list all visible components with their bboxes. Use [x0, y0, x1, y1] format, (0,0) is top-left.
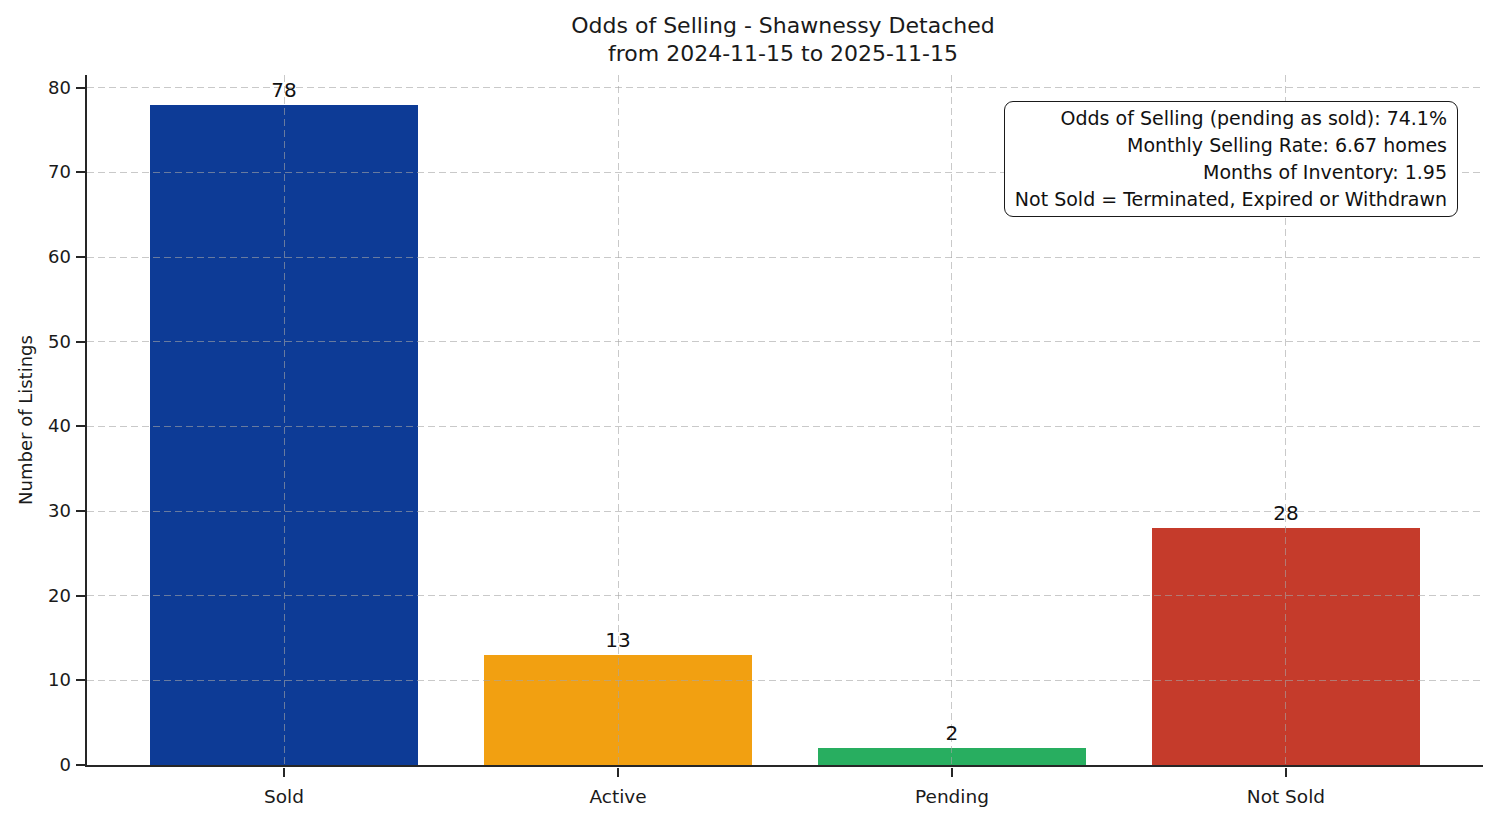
- y-tick-mark-20: [76, 595, 85, 597]
- x-tick-mark-active: [617, 768, 619, 777]
- y-tick-mark-70: [76, 171, 85, 173]
- bar-active: [484, 655, 751, 765]
- chart-title: Odds of Selling - Shawnessy Detached fro…: [85, 12, 1481, 68]
- y-tick-mark-0: [76, 764, 85, 766]
- chart-title-line2: from 2024-11-15 to 2025-11-15: [85, 40, 1481, 68]
- annotation-odds-of-selling: Odds of Selling (pending as sold): 74.1%: [1015, 105, 1447, 132]
- y-tick-label-80: 80: [25, 76, 71, 100]
- y-tick-label-10: 10: [25, 668, 71, 692]
- annotation-not-sold-definition: Not Sold = Terminated, Expired or Withdr…: [1015, 186, 1447, 213]
- x-tick-mark-pending: [951, 768, 953, 777]
- annotation-monthly-selling-rate: Monthly Selling Rate: 6.67 homes: [1015, 132, 1447, 159]
- y-tick-label-60: 60: [25, 245, 71, 269]
- x-tick-mark-sold: [283, 768, 285, 777]
- x-tick-label-pending: Pending: [842, 785, 1062, 809]
- x-tick-label-active: Active: [508, 785, 728, 809]
- y-tick-mark-30: [76, 510, 85, 512]
- y-tick-mark-40: [76, 425, 85, 427]
- annotation-box: Odds of Selling (pending as sold): 74.1%…: [1004, 101, 1458, 217]
- x-gridline-pending: [951, 75, 952, 765]
- y-tick-label-20: 20: [25, 584, 71, 608]
- bar-value-label-not-sold: 28: [1226, 502, 1346, 524]
- bar-pending: [818, 748, 1085, 765]
- x-tick-label-not-sold: Not Sold: [1176, 785, 1396, 809]
- y-tick-label-70: 70: [25, 160, 71, 184]
- y-tick-mark-10: [76, 679, 85, 681]
- y-tick-mark-50: [76, 341, 85, 343]
- bar-sold: [150, 105, 417, 765]
- x-tick-label-sold: Sold: [174, 785, 394, 809]
- bar-value-label-sold: 78: [224, 79, 344, 101]
- chart-title-line1: Odds of Selling - Shawnessy Detached: [85, 12, 1481, 40]
- y-tick-label-0: 0: [25, 753, 71, 777]
- annotation-months-of-inventory: Months of Inventory: 1.95: [1015, 159, 1447, 186]
- y-tick-mark-60: [76, 256, 85, 258]
- bar-value-label-pending: 2: [892, 722, 1012, 744]
- x-tick-mark-not-sold: [1285, 768, 1287, 777]
- bar-not-sold: [1152, 528, 1419, 765]
- y-tick-mark-80: [76, 87, 85, 89]
- chart-figure: Odds of Selling - Shawnessy Detached fro…: [0, 0, 1494, 816]
- y-axis-label: Number of Listings: [15, 335, 36, 505]
- bar-value-label-active: 13: [558, 629, 678, 651]
